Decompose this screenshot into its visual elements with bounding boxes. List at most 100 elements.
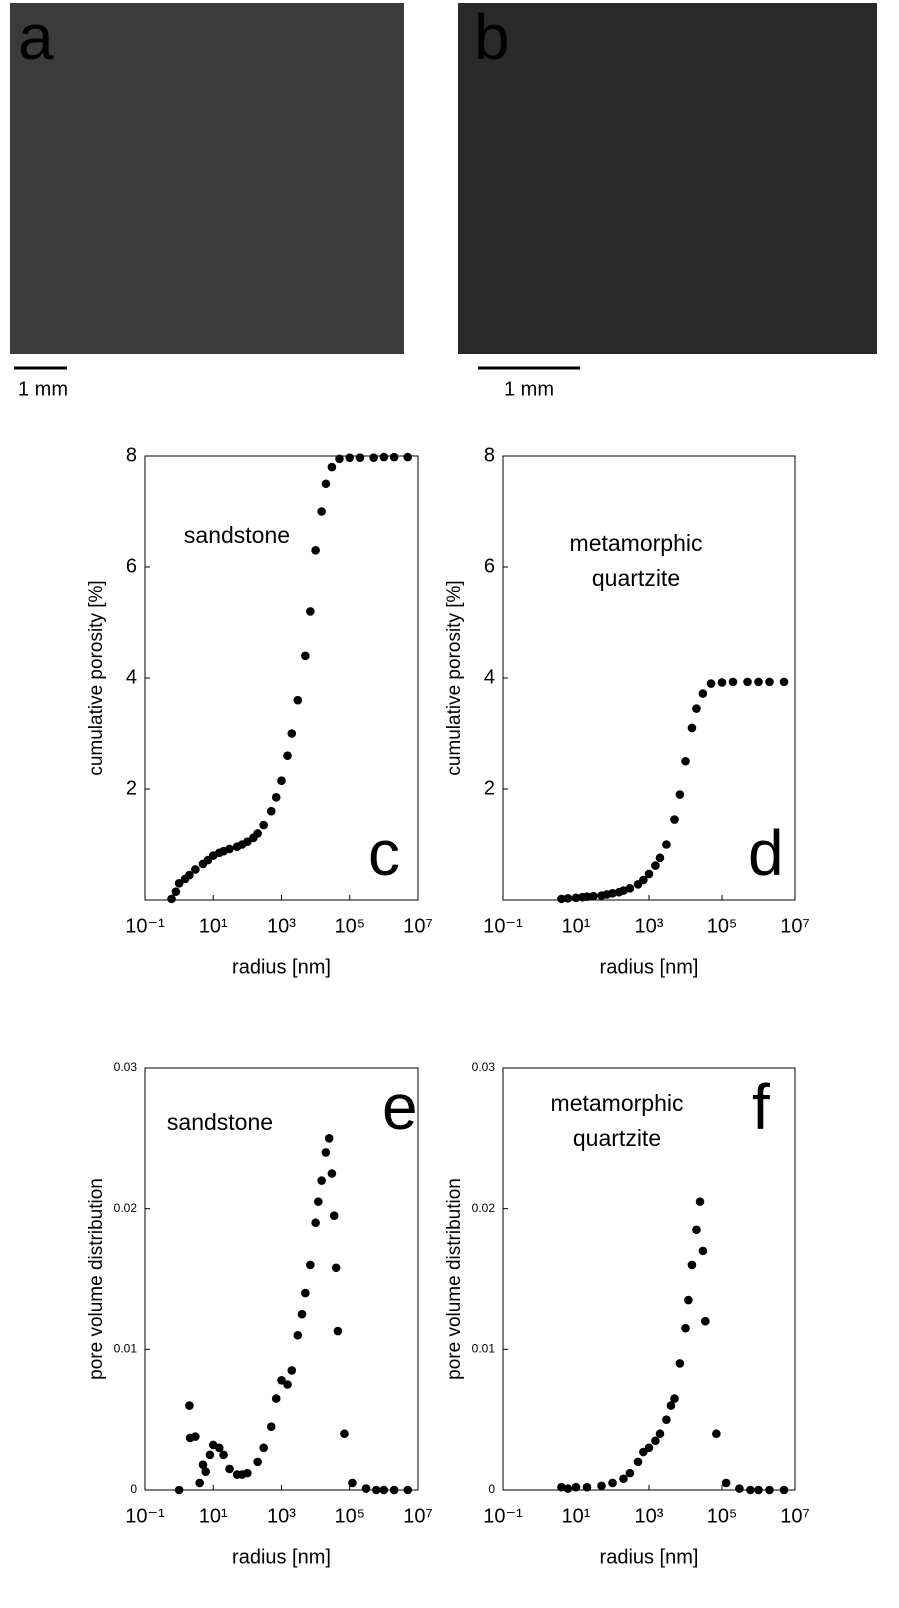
data-point: [311, 1218, 320, 1228]
data-point: [684, 1295, 693, 1305]
data-point: [331, 1263, 341, 1273]
y-tick-label: 8: [126, 444, 137, 466]
y-tick-label: 0.01: [114, 1342, 138, 1356]
annotation: metamorphic: [551, 1090, 684, 1116]
data-point: [327, 462, 337, 472]
data-point: [185, 1401, 194, 1410]
y-tick-label: 6: [484, 555, 495, 577]
x-axis-label: radius [nm]: [600, 956, 699, 978]
data-point: [389, 1485, 399, 1495]
data-point: [687, 723, 697, 733]
annotation: sandstone: [167, 1109, 273, 1135]
panel-label: c: [368, 817, 400, 889]
data-point: [563, 1484, 573, 1493]
data-point: [662, 1415, 671, 1424]
data-point: [666, 1401, 676, 1410]
data-point: [779, 677, 789, 687]
data-point: [644, 869, 654, 879]
data-point: [167, 894, 176, 904]
data-point: [243, 1468, 252, 1478]
data-point: [662, 840, 671, 849]
data-point: [608, 1478, 617, 1488]
x-tick-label: 10⁻¹: [483, 1505, 523, 1527]
x-tick-label: 10⁷: [403, 915, 432, 937]
data-point: [277, 776, 286, 785]
data-point: [681, 756, 690, 766]
data-point: [219, 1450, 228, 1460]
x-tick-label: 10⁵: [334, 915, 365, 937]
data-point: [301, 651, 310, 661]
scale-label: 1 mm: [18, 378, 68, 400]
image-b: b 1 mm: [458, 1, 877, 400]
data-point: [253, 829, 262, 838]
y-tick-label: 2: [484, 777, 495, 799]
y-tick-label: 0.02: [472, 1201, 496, 1215]
data-point: [340, 1429, 349, 1439]
data-point: [355, 453, 365, 462]
data-point: [266, 806, 276, 816]
data-point: [655, 1429, 665, 1439]
y-tick-label: 8: [484, 444, 495, 466]
data-point: [571, 1482, 581, 1492]
data-point: [321, 479, 331, 489]
x-tick-label: 10³: [635, 915, 664, 937]
data-point: [283, 1380, 292, 1389]
data-point: [287, 1366, 297, 1375]
data-point: [191, 1432, 200, 1441]
data-point: [633, 1457, 643, 1467]
data-point: [754, 1485, 763, 1495]
data-point: [608, 889, 617, 898]
data-point: [333, 1326, 343, 1336]
data-point: [324, 1134, 334, 1143]
data-point: [306, 607, 315, 616]
data-point: [721, 1478, 731, 1488]
data-point: [765, 677, 774, 687]
data-point: [259, 820, 268, 830]
data-point: [743, 677, 752, 687]
data-point: [171, 887, 181, 896]
data-point: [651, 861, 660, 870]
x-axis-label: radius [nm]: [232, 956, 331, 978]
data-point: [335, 454, 344, 464]
panel-label: a: [18, 1, 54, 73]
data-point: [293, 695, 303, 705]
panel-label: d: [748, 817, 784, 889]
data-point: [670, 815, 679, 824]
y-tick-label: 0: [130, 1482, 137, 1496]
data-point: [695, 1197, 705, 1206]
data-point: [692, 1225, 701, 1235]
panel-label: f: [752, 1071, 770, 1143]
data-point: [379, 1485, 389, 1495]
data-point: [271, 1394, 281, 1403]
data-point: [698, 689, 708, 698]
x-tick-label: 10¹: [199, 1505, 228, 1527]
data-point: [563, 894, 573, 903]
data-point: [361, 1484, 371, 1493]
data-point: [317, 1176, 326, 1185]
x-tick-label: 10⁻¹: [125, 1505, 165, 1527]
data-point: [306, 1260, 315, 1270]
data-point: [687, 1260, 697, 1270]
data-point: [348, 1478, 357, 1488]
data-point: [195, 1478, 204, 1488]
y-axis-label: cumulative porosity [%]: [444, 580, 465, 775]
x-tick-label: 10³: [267, 1505, 296, 1527]
data-point: [557, 894, 566, 904]
data-point: [754, 677, 763, 687]
data-point: [706, 679, 716, 688]
data-point: [369, 453, 378, 462]
data-point: [675, 1359, 685, 1368]
annotation: quartzite: [592, 565, 680, 591]
x-tick-label: 10⁷: [780, 1505, 809, 1527]
y-tick-label: 0.03: [472, 1060, 496, 1074]
data-point: [174, 1485, 184, 1495]
data-point: [327, 1169, 337, 1178]
annotation: sandstone: [184, 522, 290, 548]
data-point: [287, 729, 297, 738]
y-axis-label: pore volume distribution: [86, 1178, 107, 1380]
micrograph-texture: [10, 3, 404, 354]
x-tick-label: 10³: [267, 915, 296, 937]
data-point: [301, 1288, 310, 1298]
data-point: [589, 891, 598, 901]
